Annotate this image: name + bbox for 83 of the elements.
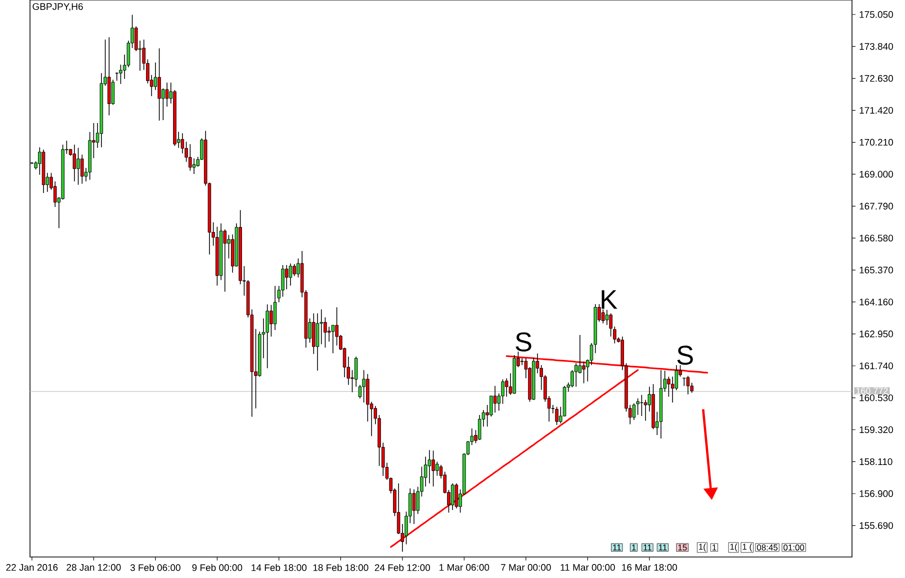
candlestick	[362, 370, 366, 403]
annotation: 1	[712, 544, 716, 550]
candlestick	[288, 263, 292, 286]
candlestick	[504, 378, 508, 398]
y-tick-label: 172.630	[860, 75, 893, 82]
candlestick	[613, 326, 616, 344]
candlestick	[180, 132, 184, 154]
candlestick	[111, 79, 115, 106]
annotation: 1(	[699, 544, 706, 552]
annotation: 01:00	[784, 544, 804, 550]
y-tick-label: 161.740	[860, 362, 893, 370]
annotation: 1(	[730, 544, 738, 552]
candlestick	[686, 375, 690, 395]
ref-line-label: 160.772	[856, 388, 888, 394]
x-tick-label: 28 Jan 12:00	[66, 564, 121, 571]
annotation: 11	[613, 544, 621, 550]
y-tick-label: 171.420	[860, 106, 893, 114]
candlestick	[354, 356, 358, 388]
y-tick-label: 158.110	[860, 458, 892, 466]
candlestick	[450, 482, 454, 510]
candlestick	[266, 304, 269, 369]
candlestick	[158, 48, 161, 122]
candlestick	[412, 489, 416, 524]
annotation: K	[602, 290, 618, 309]
x-tick-label: 22 Jan 2016	[6, 564, 58, 571]
annotation: S	[677, 346, 693, 365]
annotation: S	[516, 332, 532, 352]
candlestick	[632, 402, 636, 420]
chart-title: GBPJPY,H6	[32, 3, 83, 12]
candlestick	[682, 378, 686, 386]
y-tick-label: 173.840	[860, 43, 893, 50]
candlestick	[432, 450, 435, 487]
candlestick	[520, 358, 524, 366]
annotation: 11	[644, 544, 652, 550]
x-tick-label: 24 Feb 12:00	[374, 564, 430, 571]
candlestick	[493, 386, 497, 413]
candlestick	[331, 324, 335, 354]
y-tick-label: 156.900	[860, 490, 893, 497]
y-tick-label: 164.160	[860, 298, 893, 306]
y-tick-label: 166.580	[860, 234, 893, 242]
candlestick	[72, 144, 76, 182]
candlestick	[192, 158, 196, 174]
x-tick-label: 18 Feb 18:00	[313, 564, 368, 571]
candlestick	[223, 228, 227, 292]
candlestick	[316, 312, 320, 372]
x-tick-label: 7 Mar 00:00	[501, 564, 551, 571]
candlestick	[454, 482, 458, 509]
x-tick-label: 9 Feb 00:00	[192, 564, 242, 571]
x-tick-label: 16 Mar 18:00	[622, 564, 677, 571]
candlestick	[601, 308, 605, 324]
candlestick	[292, 264, 296, 277]
annotation: 11	[658, 544, 667, 550]
annotation: 1 (	[742, 544, 752, 552]
candlestick	[555, 406, 558, 426]
candlestick	[428, 450, 432, 484]
x-tick-label: 11 Mar 00:00	[560, 564, 615, 571]
candlestick	[605, 310, 609, 326]
candlestick	[270, 304, 273, 337]
y-tick-label: 160.530	[860, 394, 893, 402]
y-tick-label: 159.320	[860, 426, 893, 434]
candlestick	[80, 154, 84, 184]
candlestick	[76, 147, 80, 186]
candlestick	[582, 361, 586, 384]
x-tick-label: 3 Feb 06:00	[130, 564, 180, 571]
candlestick	[640, 394, 644, 416]
y-tick-label: 175.050	[860, 11, 893, 18]
x-tick-label: 1 Mar 06:00	[440, 564, 490, 571]
y-tick-label: 162.950	[860, 330, 893, 338]
x-tick-label: 14 Feb 18:00	[252, 564, 307, 571]
candlestick	[436, 461, 439, 476]
candlestick	[273, 285, 277, 330]
y-tick-label: 165.370	[860, 266, 893, 274]
candlestick	[285, 264, 288, 290]
candlestick	[165, 82, 169, 108]
y-tick-label: 169.000	[860, 170, 893, 178]
annotation: 1	[632, 544, 636, 550]
annotation: 15	[678, 544, 687, 550]
candlestick	[609, 312, 612, 337]
y-tick-label: 167.790	[860, 202, 893, 210]
candlestick	[188, 144, 192, 172]
annotation: 08:45	[756, 544, 778, 550]
y-tick-label: 155.690	[860, 522, 893, 529]
y-tick-label: 170.210	[860, 138, 893, 146]
